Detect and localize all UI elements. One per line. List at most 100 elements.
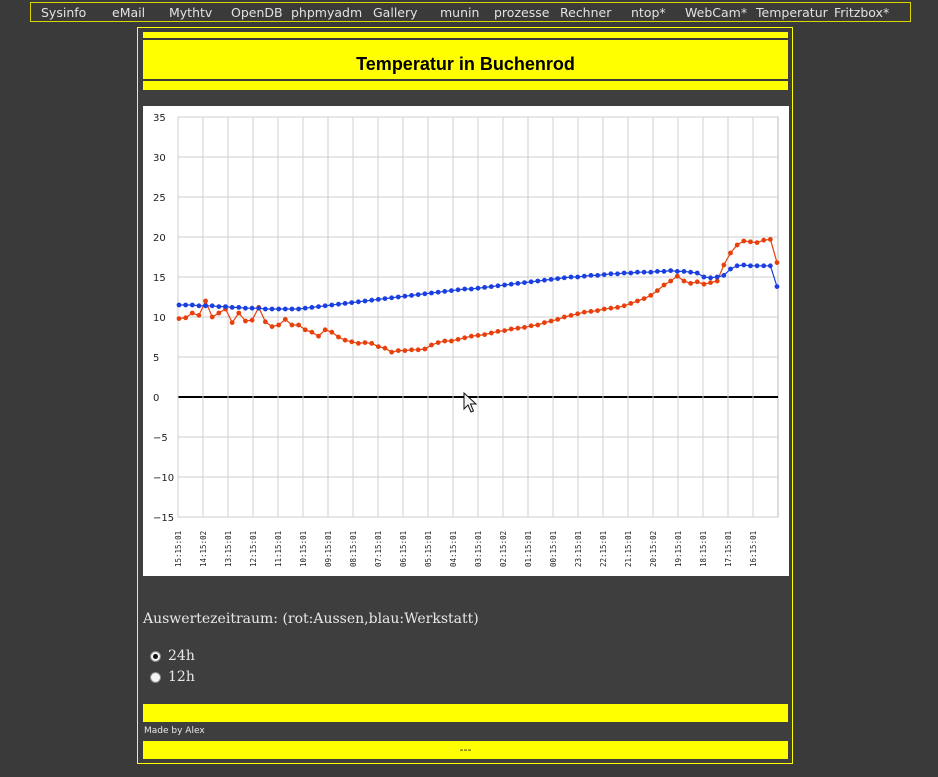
y-tick-label: 25 — [153, 193, 166, 204]
nav-opendb[interactable]: OpenDB — [231, 5, 283, 20]
series-2-point — [628, 270, 634, 276]
series-2-point — [296, 306, 301, 312]
x-tick-label: 17:15:01 — [724, 531, 733, 567]
series-1-point — [429, 342, 434, 348]
series-1-point — [661, 282, 667, 288]
series-2-point — [429, 290, 434, 296]
nav-munin[interactable]: munin — [440, 5, 480, 20]
series-2-point — [422, 291, 428, 297]
x-tick-label: 14:15:02 — [199, 531, 208, 567]
nav-prozesse[interactable]: prozesse — [494, 5, 550, 20]
series-1-point — [455, 336, 461, 342]
series-1-point — [389, 349, 395, 355]
series-2-point — [276, 306, 282, 312]
x-tick-label: 12:15:01 — [249, 531, 258, 567]
nav-gallery[interactable]: Gallery — [373, 5, 418, 20]
series-2-point — [369, 297, 375, 303]
series-2-point — [216, 304, 222, 309]
series-1-point — [415, 347, 421, 353]
x-tick-label: 23:15:01 — [574, 531, 583, 567]
series-2-point — [615, 271, 620, 277]
x-tick-label: 21:15:01 — [624, 531, 633, 567]
nav-mythtv[interactable]: Mythtv — [169, 5, 213, 20]
series-1-point — [528, 323, 534, 329]
nav-ntop[interactable]: ntop* — [631, 5, 666, 20]
series-2-point — [375, 296, 381, 302]
series-2-point — [674, 268, 680, 274]
option-24h[interactable]: 24h — [150, 648, 195, 664]
series-2-point — [209, 303, 215, 309]
series-1-point — [355, 340, 361, 346]
series-1-point — [488, 330, 494, 336]
series-1-point — [375, 344, 381, 349]
footer-text: --- — [459, 743, 472, 756]
radio-12h[interactable] — [150, 671, 161, 683]
series-2-point — [322, 303, 328, 309]
x-tick-label: 19:15:01 — [674, 531, 683, 567]
series-1-point — [588, 308, 594, 314]
series-2-point — [482, 284, 488, 290]
series-1-point — [269, 324, 275, 329]
series-1-point — [548, 318, 554, 324]
nav-sysinfo[interactable]: Sysinfo — [41, 5, 87, 20]
series-1-point — [276, 322, 282, 328]
series-1-point — [249, 317, 255, 323]
series-1-point — [694, 279, 700, 285]
series-2-point — [774, 284, 780, 289]
series-2-point — [608, 271, 614, 277]
x-tick-label: 05:15:01 — [424, 531, 433, 567]
series-2-point — [249, 305, 255, 311]
series-2-point — [595, 272, 600, 278]
series-2-point — [402, 293, 408, 299]
series-2-point — [528, 279, 534, 285]
x-tick-label: 11:15:01 — [274, 531, 283, 567]
nav-email[interactable]: eMail — [112, 5, 146, 20]
series-1-point — [435, 340, 441, 345]
series-1-point — [369, 340, 375, 346]
series-2-point — [581, 273, 587, 279]
series-2-point — [734, 263, 740, 269]
series-2-point — [488, 284, 494, 289]
series-1-point — [236, 310, 242, 316]
series-2-point — [442, 288, 448, 294]
nav-webcam[interactable]: WebCam* — [685, 5, 748, 20]
series-2-point — [289, 306, 295, 312]
series-2-point — [721, 272, 727, 278]
series-1-point — [502, 328, 507, 333]
series-1-point — [289, 322, 295, 328]
series-1-point — [714, 278, 720, 284]
series-1-point — [382, 345, 388, 351]
nav-phpmyadm[interactable]: phpmyadm — [291, 5, 363, 20]
series-1-point — [229, 320, 235, 325]
series-1-point — [568, 312, 574, 318]
series-1-point — [674, 273, 680, 279]
series-1-point — [728, 250, 733, 256]
nav-rechner[interactable]: Rechner — [560, 5, 612, 20]
series-2-point — [203, 303, 208, 309]
series-2-point — [641, 269, 647, 275]
series-2-point — [236, 304, 242, 310]
series-1-point — [309, 329, 315, 335]
series-2-point — [621, 270, 627, 276]
series-1-point — [336, 334, 341, 340]
series-1-point — [316, 333, 321, 339]
series-2-point — [648, 269, 654, 275]
y-tick-label: 0 — [153, 393, 159, 404]
series-2-point — [382, 296, 388, 301]
y-tick-label: −10 — [153, 473, 174, 484]
series-2-point — [229, 304, 235, 310]
series-1-point — [508, 326, 514, 332]
series-1-point — [561, 314, 567, 320]
series-2-point — [694, 270, 700, 276]
series-1-point — [183, 315, 189, 321]
series-2-point — [415, 292, 421, 297]
title-rule-top — [143, 38, 788, 40]
nav-temperatur[interactable]: Temperatur — [756, 5, 828, 20]
series-1-point — [701, 281, 707, 287]
nav-fritzbox[interactable]: Fritzbox* — [834, 5, 890, 20]
radio-24h[interactable] — [150, 650, 161, 662]
series-2-point — [601, 272, 607, 277]
x-tick-label: 04:15:01 — [449, 531, 458, 567]
option-12h[interactable]: 12h — [150, 669, 195, 685]
